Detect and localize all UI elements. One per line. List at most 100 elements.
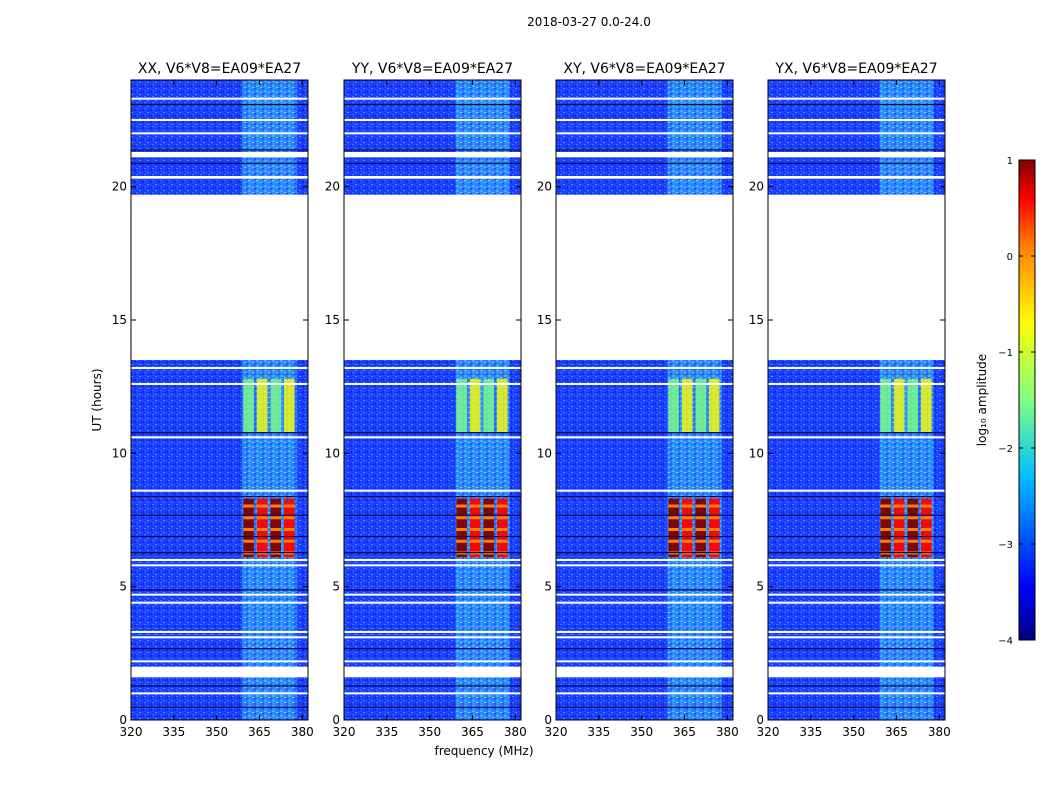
- flagged-range: [344, 176, 521, 179]
- x-tick-label: 320: [333, 725, 356, 739]
- x-tick-label: 380: [928, 725, 951, 739]
- strong-rfi-cell: [709, 378, 720, 432]
- flagged-range: [556, 176, 733, 179]
- rfi-stripe: [469, 539, 481, 543]
- y-tick-label: 20: [749, 180, 764, 194]
- strong-rfi-cell: [497, 378, 508, 432]
- rfi-stripe: [921, 504, 932, 508]
- rfi-stripe: [270, 516, 282, 520]
- y-tick-label: 10: [749, 446, 764, 460]
- rfi-stripe: [497, 539, 508, 543]
- colorbar-tick-label: 0: [1007, 252, 1013, 263]
- x-tick-label: 335: [799, 725, 822, 739]
- strong-rfi-cell: [880, 378, 891, 432]
- flagged-range: [768, 152, 945, 158]
- x-tick-label: 350: [630, 725, 653, 739]
- panel-0: XX, V6*V8=EA09*EA27 320 335 350 365 380 0 5 10 15…: [112, 61, 314, 739]
- flag-line: [344, 564, 521, 567]
- flag-line: [556, 559, 733, 561]
- axes-frame: [767, 79, 946, 721]
- rfi-stripe: [893, 516, 905, 520]
- rfi-stripe: [668, 528, 679, 531]
- flag-line: [344, 631, 521, 633]
- y-tick-label: 5: [332, 580, 340, 594]
- figure-suptitle: 2018-03-27 0.0-24.0: [527, 15, 651, 29]
- scan-boundary: [768, 536, 945, 538]
- rfi-stripe: [483, 516, 495, 520]
- panel-2: XY, V6*V8=EA09*EA27 320 335 350 365 380 0 5 10 15…: [537, 61, 739, 739]
- strong-rfi-cell: [243, 378, 254, 432]
- x-tick-label: 365: [673, 725, 696, 739]
- rfi-stripe: [695, 539, 707, 543]
- rfi-stripe: [469, 504, 481, 508]
- flag-line: [768, 367, 945, 369]
- y-tick-label: 15: [537, 313, 552, 327]
- flag-line: [131, 132, 308, 135]
- x-tick-label: 320: [545, 725, 568, 739]
- rfi-stripe: [880, 539, 891, 543]
- rfi-stripe: [270, 504, 282, 508]
- flag-line: [768, 559, 945, 561]
- scan-boundary: [556, 496, 733, 498]
- rfi-stripe: [880, 528, 891, 531]
- flag-line: [131, 383, 308, 385]
- colorbar-label: log₁₀ amplitude: [975, 354, 989, 446]
- flagged-range: [768, 194, 945, 360]
- scan-boundary: [768, 149, 945, 151]
- flag-line: [344, 601, 521, 604]
- flagged-range: [768, 666, 945, 678]
- flag-line: [556, 436, 733, 439]
- rfi-stripe: [284, 539, 295, 543]
- strong-rfi-cell: [270, 378, 282, 432]
- scan-boundary: [556, 149, 733, 151]
- x-tick-label: 320: [757, 725, 780, 739]
- axes-frame: [343, 79, 522, 721]
- scan-boundary: [344, 104, 521, 106]
- colorbar-ticks: 1 0 −1 −2 −3 −4: [998, 156, 1035, 647]
- panel-title: XY, V6*V8=EA09*EA27: [563, 61, 725, 77]
- flag-line: [556, 132, 733, 135]
- flag-line: [768, 97, 945, 100]
- rfi-stripe: [256, 539, 268, 543]
- flag-line: [344, 119, 521, 121]
- colorbar-gradient: [1018, 159, 1036, 641]
- rfi-stripe: [907, 528, 919, 531]
- scan-boundary: [768, 104, 945, 106]
- x-tick-label: 365: [461, 725, 484, 739]
- flag-line: [131, 692, 308, 695]
- scan-boundary: [344, 149, 521, 151]
- flag-line: [131, 593, 308, 596]
- x-tick-label: 350: [842, 725, 865, 739]
- scan-boundary: [131, 514, 308, 516]
- flagged-range: [344, 666, 521, 678]
- scan-boundary: [768, 648, 945, 650]
- colorbar-tick-label: −1: [998, 348, 1013, 359]
- flag-line: [131, 367, 308, 369]
- flag-line: [768, 692, 945, 695]
- scan-boundary: [556, 685, 733, 687]
- flag-line: [131, 601, 308, 604]
- flag-line: [131, 636, 308, 639]
- scan-boundary: [344, 685, 521, 687]
- x-tick-label: 335: [375, 725, 398, 739]
- flag-line: [131, 660, 308, 663]
- scan-boundary: [768, 496, 945, 498]
- rfi-stripe: [284, 504, 295, 508]
- flag-line: [131, 564, 308, 567]
- flag-line: [131, 119, 308, 121]
- flag-line: [556, 383, 733, 385]
- y-tick-label: 15: [112, 313, 127, 327]
- x-tick-label: 335: [162, 725, 185, 739]
- flag-line: [556, 489, 733, 492]
- x-tick-label: 365: [885, 725, 908, 739]
- flagged-range: [768, 176, 945, 179]
- y-tick-label: 5: [544, 580, 552, 594]
- x-tick-label: 380: [291, 725, 314, 739]
- flag-line: [556, 631, 733, 633]
- panel-title: YX, V6*V8=EA09*EA27: [774, 61, 937, 77]
- figure-ylabel: UT (hours): [90, 368, 104, 431]
- flag-line: [556, 692, 733, 695]
- panel-1: YY, V6*V8=EA09*EA27 320 335 350 365 380 0 5 10 15…: [325, 61, 527, 739]
- x-tick-label: 335: [587, 725, 610, 739]
- strong-rfi-cell: [456, 378, 467, 432]
